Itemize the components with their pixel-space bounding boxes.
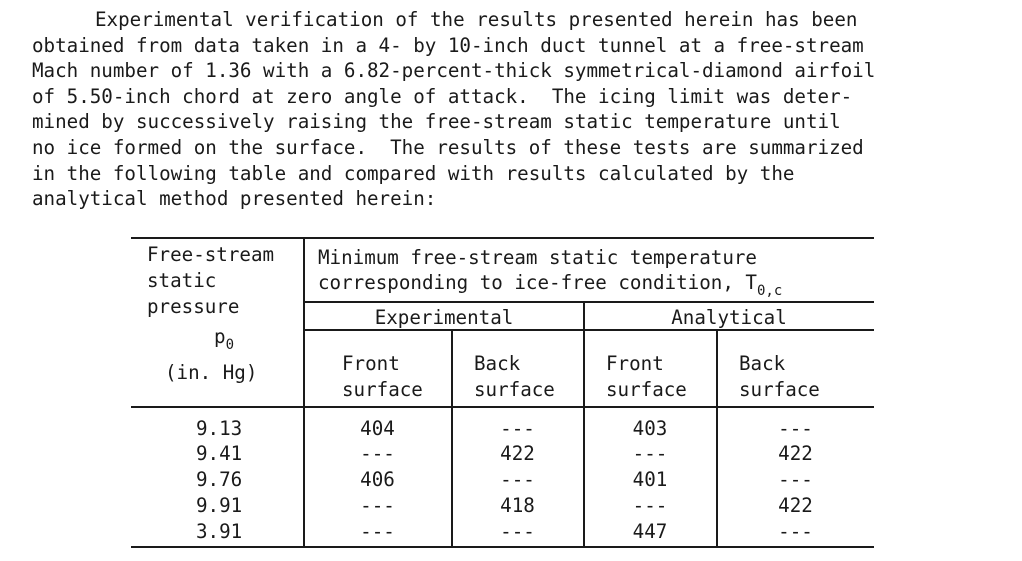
span-header-text: corresponding to ice-free condition, T xyxy=(318,271,757,294)
sub-header-exp-back: Back xyxy=(474,352,521,375)
column-divider xyxy=(451,330,453,548)
sub-header-exp-front: surface xyxy=(342,378,423,401)
group-header-underline xyxy=(304,329,874,331)
exp-front-value: 406 xyxy=(360,468,395,491)
pressure-symbol-subscript: 0 xyxy=(225,337,234,353)
ana-front-value: 401 xyxy=(632,468,668,491)
paragraph-line: of 5.50-inch chord at zero angle of atta… xyxy=(32,84,853,108)
ana-back-value: 422 xyxy=(778,494,813,517)
sub-header-ana-front: surface xyxy=(606,378,687,401)
header-bottom-rule xyxy=(131,406,874,408)
pressure-symbol: p0 xyxy=(214,324,234,353)
pressure-header-line: pressure xyxy=(147,295,240,318)
paragraph-line: no ice formed on the surface. The result… xyxy=(32,135,864,159)
group-header-experimental: Experimental xyxy=(374,306,514,329)
exp-back-value: 422 xyxy=(500,442,535,465)
ana-front-value: --- xyxy=(632,442,668,465)
ana-back-value: 422 xyxy=(778,442,813,465)
exp-back-value: --- xyxy=(500,417,535,440)
ana-back-value: --- xyxy=(778,520,813,543)
span-header-line: Minimum free-stream static temperature xyxy=(318,246,757,269)
paragraph-line: obtained from data taken in a 4- by 10-i… xyxy=(32,33,864,57)
span-header-underline xyxy=(304,301,874,303)
ana-front-value: --- xyxy=(632,494,668,517)
exp-back-value: --- xyxy=(500,468,535,491)
exp-front-value: --- xyxy=(360,520,395,543)
sub-header-ana-back: Back xyxy=(739,352,786,375)
pressure-value: 3.91 xyxy=(196,520,243,543)
paragraph-line: mined by successively raising the free-s… xyxy=(32,110,841,134)
sub-header-exp-front: Front xyxy=(342,352,400,375)
exp-front-value: --- xyxy=(360,494,395,517)
table-bottom-rule xyxy=(131,546,874,548)
pressure-units: (in. Hg) xyxy=(165,361,258,384)
paragraph-line: Mach number of 1.36 with a 6.82-percent-… xyxy=(32,59,876,83)
exp-back-value: 418 xyxy=(500,494,535,517)
table-top-rule xyxy=(131,237,874,239)
paragraph-line: Experimental verification of the results… xyxy=(95,8,858,31)
pressure-symbol-letter: p xyxy=(214,325,226,348)
sub-header-exp-back: surface xyxy=(474,378,555,401)
exp-front-value: --- xyxy=(360,442,395,465)
exp-front-value: 404 xyxy=(360,417,395,440)
ana-front-value: 403 xyxy=(632,417,668,440)
column-divider xyxy=(583,301,585,548)
pressure-value: 9.13 xyxy=(196,417,243,440)
group-header-analytical: Analytical xyxy=(671,306,787,329)
sub-header-ana-front: Front xyxy=(606,352,664,375)
pressure-value: 9.41 xyxy=(196,442,243,465)
pressure-header-line: static xyxy=(147,269,217,292)
span-header-subscript: 0,c xyxy=(756,283,783,299)
pressure-header-line: Free-stream xyxy=(147,243,275,266)
paragraph-line: in the following table and compared with… xyxy=(32,161,795,185)
pressure-value: 9.76 xyxy=(196,468,243,491)
paragraph-line: analytical method presented herein: xyxy=(32,187,437,211)
span-header-line: corresponding to ice-free condition, T0,… xyxy=(318,270,782,299)
pressure-value: 9.91 xyxy=(196,494,243,517)
sub-header-ana-back: surface xyxy=(739,378,820,401)
exp-back-value: --- xyxy=(500,520,535,543)
ana-front-value: 447 xyxy=(632,520,668,543)
ana-back-value: --- xyxy=(778,468,813,491)
ana-back-value: --- xyxy=(778,417,813,440)
body-paragraph: Experimental verification of the results… xyxy=(32,7,1017,212)
column-divider xyxy=(716,330,718,548)
column-divider xyxy=(303,237,305,548)
